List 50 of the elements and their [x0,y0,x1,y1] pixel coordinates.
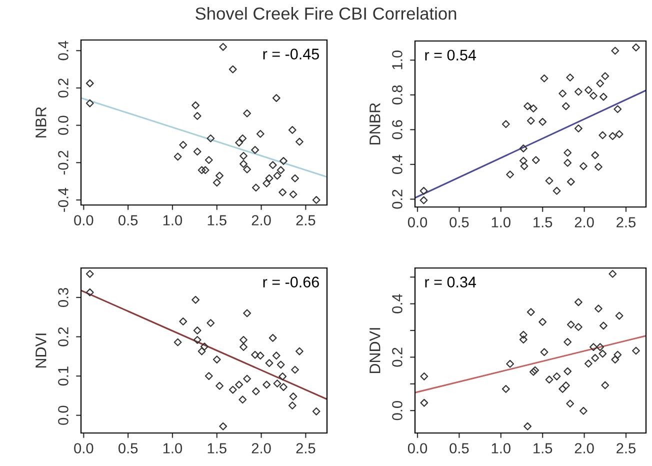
y-tick-label: 0.4 [392,294,402,314]
x-tick-label: 0.5 [118,443,138,454]
x-tick-label: 0.5 [450,217,469,228]
x-tick-label: 2.5 [616,443,636,454]
y-tick-label: 1.0 [392,50,402,70]
x-tick-label: 0.0 [408,217,428,228]
x-tick-label: 2.0 [252,215,271,226]
x-tick-label: 1.5 [208,443,226,454]
x-tick-label: 1.0 [492,443,510,454]
x-tick-label: 2.0 [252,443,271,454]
y-tick-label: 0.6 [392,120,402,140]
y-axis-title: DNBR [370,103,380,144]
y-tick-label: 0.1 [58,366,68,386]
y-tick-label: 0.0 [58,406,68,425]
x-tick-label: 2.5 [296,443,316,454]
annotation: r = -0.66 [263,276,319,288]
y-tick-label: 0.4 [58,40,68,60]
x-tick-label: 2.0 [574,217,594,228]
y-tick-label: 0.0 [392,401,402,420]
x-tick-label: 2.5 [616,217,636,228]
x-tick-label: 1.0 [492,217,510,228]
y-axis-title: DNDVI [370,328,380,374]
y-axis-title: NDVI [36,334,46,368]
x-tick-label: 0.0 [74,443,94,454]
x-tick-label: 0.5 [118,215,138,226]
y-tick-label: 0.2 [392,348,402,367]
x-tick-label: 1.5 [534,217,552,228]
x-tick-label: 0.0 [408,443,428,454]
x-tick-label: 1.5 [208,215,226,226]
annotation: r = 0.54 [425,50,476,61]
y-tick-label: 0.0 [58,116,68,135]
y-tick-label: 0.2 [58,327,68,346]
x-tick-label: 1.0 [163,215,182,226]
x-tick-label: 1.0 [163,443,182,454]
y-tick-label: 0.2 [392,190,402,209]
y-tick-label: -0.4 [58,188,68,212]
y-tick-label: 0.3 [58,288,68,308]
y-tick-label: 0.2 [58,78,68,98]
x-tick-label: 0.0 [74,215,94,226]
annotation: r = -0.45 [263,48,319,60]
x-tick-label: 2.0 [574,443,594,454]
x-tick-label: 1.5 [534,443,552,454]
chart-title: Shovel Creek Fire CBI Correlation [196,6,456,20]
y-tick-label: 0.4 [392,154,402,174]
x-tick-label: 0.5 [450,443,469,454]
y-tick-label: 0.8 [392,85,402,104]
y-axis-title: NBR [36,107,46,138]
x-tick-label: 2.5 [296,215,316,226]
y-tick-label: -0.2 [58,150,68,175]
annotation: r = 0.34 [425,276,476,288]
